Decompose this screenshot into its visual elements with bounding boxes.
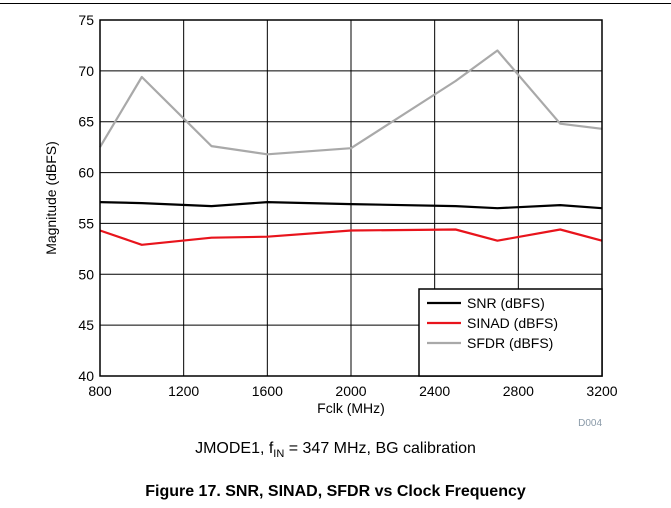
y-axis-title: Magnitude (dBFS) <box>43 141 59 255</box>
y-tick-label: 40 <box>78 368 94 384</box>
top-rule <box>0 3 671 4</box>
tick-labels: 800 1200 1600 2000 2400 2800 3200 40 45 50 55 60 65 7… <box>78 12 617 399</box>
figure-title: Figure 17. SNR, SINAD, SFDR vs Clock Fre… <box>145 483 526 500</box>
legend-label: SFDR (dBFS) <box>467 335 553 351</box>
figure-code: D004 <box>578 418 602 429</box>
x-tick-label: 800 <box>88 383 112 399</box>
plot-frame <box>99 19 603 377</box>
x-tick-label: 3200 <box>586 383 617 399</box>
x-tick-label: 2400 <box>419 383 450 399</box>
series-layer <box>99 49 603 246</box>
legend-label: SNR (dBFS) <box>467 295 545 311</box>
legend: SNR (dBFS) SINAD (dBFS) SFDR (dBFS) <box>418 288 603 377</box>
y-tick-label: 65 <box>78 114 94 130</box>
series-line-1 <box>99 201 603 210</box>
line-chart: 800 1200 1600 2000 2400 2800 3200 40 45 50 55 60 65 7… <box>43 12 618 429</box>
y-tick-label: 75 <box>78 12 94 28</box>
series-line-2 <box>99 228 603 246</box>
x-axis-title: Fclk (MHz) <box>317 400 385 416</box>
x-tick-label: 1200 <box>168 383 199 399</box>
y-tick-label: 45 <box>78 317 94 333</box>
caption-subscript: IN <box>273 448 285 460</box>
y-tick-label: 55 <box>78 215 94 231</box>
caption-suffix: = 347 MHz, BG calibration <box>284 440 476 457</box>
series-line-3 <box>99 49 603 156</box>
x-tick-label: 1600 <box>252 383 283 399</box>
x-tick-label: 2000 <box>335 383 366 399</box>
y-tick-label: 60 <box>78 165 94 181</box>
legend-label: SINAD (dBFS) <box>467 315 558 331</box>
y-tick-label: 50 <box>78 266 94 282</box>
caption-prefix: JMODE1, f <box>195 440 274 457</box>
x-tick-label: 2800 <box>503 383 534 399</box>
y-tick-label: 70 <box>78 63 94 79</box>
chart-caption: JMODE1, fIN = 347 MHz, BG calibration <box>0 440 671 460</box>
